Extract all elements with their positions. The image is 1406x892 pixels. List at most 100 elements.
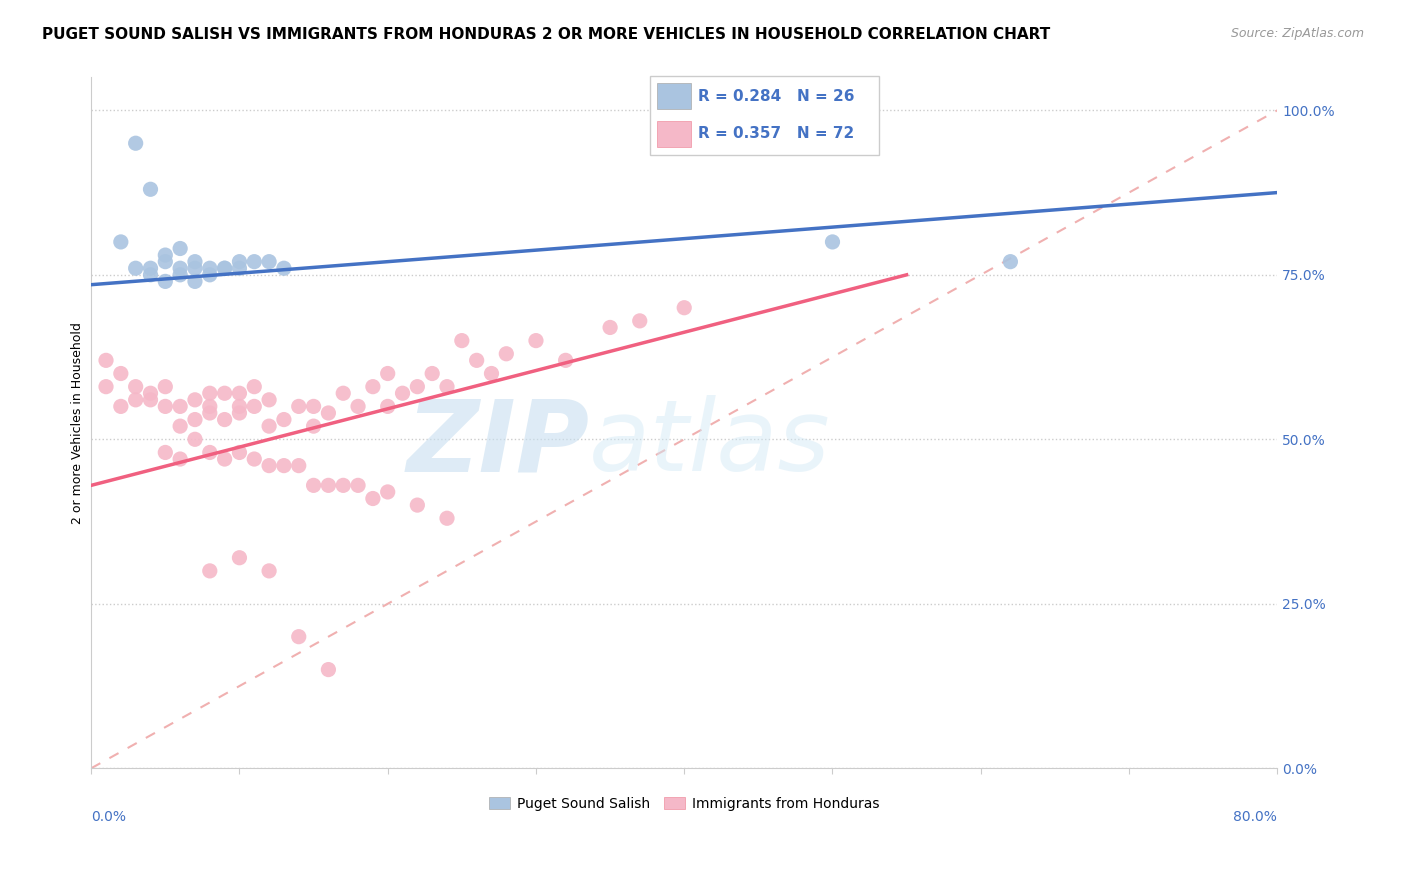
Point	[155, 274, 177, 288]
Point	[406, 498, 429, 512]
Point	[124, 379, 146, 393]
Point	[673, 301, 696, 315]
Point	[198, 268, 221, 282]
Point	[481, 367, 503, 381]
Point	[347, 400, 370, 414]
Point	[155, 445, 177, 459]
Point	[184, 254, 207, 268]
Point	[228, 254, 250, 268]
Point	[228, 445, 250, 459]
Point	[257, 254, 280, 268]
Point	[110, 400, 132, 414]
Point	[302, 400, 325, 414]
Point	[139, 182, 162, 196]
Point	[377, 400, 399, 414]
Point	[169, 268, 191, 282]
Point	[184, 274, 207, 288]
Y-axis label: 2 or more Vehicles in Household: 2 or more Vehicles in Household	[72, 322, 84, 524]
Point	[198, 445, 221, 459]
Point	[406, 379, 429, 393]
Point	[184, 412, 207, 426]
Point	[243, 452, 266, 467]
Point	[169, 261, 191, 276]
Point	[347, 478, 370, 492]
Point	[257, 458, 280, 473]
Point	[214, 452, 236, 467]
Text: 0.0%: 0.0%	[91, 810, 127, 823]
Point	[155, 400, 177, 414]
Point	[287, 630, 309, 644]
Point	[169, 242, 191, 256]
Point	[450, 334, 472, 348]
Point	[287, 400, 309, 414]
Point	[139, 268, 162, 282]
Point	[110, 235, 132, 249]
Point	[377, 367, 399, 381]
Point	[332, 386, 354, 401]
Point	[273, 261, 295, 276]
Text: R = 0.284   N = 26: R = 0.284 N = 26	[697, 89, 855, 103]
Point	[420, 367, 443, 381]
Point	[628, 314, 651, 328]
Point	[155, 248, 177, 262]
Point	[139, 386, 162, 401]
Point	[198, 261, 221, 276]
Point	[1000, 254, 1022, 268]
Point	[110, 367, 132, 381]
Point	[361, 491, 384, 506]
Point	[169, 452, 191, 467]
Point	[302, 419, 325, 434]
Point	[198, 564, 221, 578]
Legend: Puget Sound Salish, Immigrants from Honduras: Puget Sound Salish, Immigrants from Hond…	[484, 791, 884, 816]
Point	[124, 136, 146, 151]
Point	[198, 386, 221, 401]
Point	[361, 379, 384, 393]
Point	[214, 412, 236, 426]
Point	[318, 478, 340, 492]
Point	[155, 254, 177, 268]
Point	[139, 392, 162, 407]
Point	[318, 663, 340, 677]
Point	[318, 406, 340, 420]
Point	[228, 386, 250, 401]
Point	[198, 406, 221, 420]
Point	[198, 400, 221, 414]
Text: ZIP: ZIP	[406, 395, 589, 492]
Text: Source: ZipAtlas.com: Source: ZipAtlas.com	[1230, 27, 1364, 40]
Point	[228, 550, 250, 565]
Point	[273, 412, 295, 426]
Point	[436, 379, 458, 393]
Point	[214, 386, 236, 401]
Point	[257, 564, 280, 578]
Point	[287, 458, 309, 473]
Text: PUGET SOUND SALISH VS IMMIGRANTS FROM HONDURAS 2 OR MORE VEHICLES IN HOUSEHOLD C: PUGET SOUND SALISH VS IMMIGRANTS FROM HO…	[42, 27, 1050, 42]
Point	[124, 261, 146, 276]
Point	[495, 347, 517, 361]
Point	[228, 400, 250, 414]
Point	[169, 400, 191, 414]
Point	[184, 392, 207, 407]
Point	[524, 334, 547, 348]
Point	[465, 353, 488, 368]
Point	[243, 400, 266, 414]
Text: R = 0.357   N = 72: R = 0.357 N = 72	[697, 126, 855, 141]
Text: atlas: atlas	[589, 395, 831, 492]
Point	[214, 261, 236, 276]
Point	[94, 353, 117, 368]
Point	[228, 261, 250, 276]
Point	[243, 254, 266, 268]
Point	[155, 379, 177, 393]
Point	[599, 320, 621, 334]
Point	[169, 419, 191, 434]
Point	[273, 458, 295, 473]
Point	[184, 261, 207, 276]
Point	[554, 353, 576, 368]
Point	[124, 392, 146, 407]
Text: 80.0%: 80.0%	[1233, 810, 1277, 823]
Point	[214, 261, 236, 276]
Point	[257, 392, 280, 407]
Point	[184, 432, 207, 446]
Point	[436, 511, 458, 525]
Point	[302, 478, 325, 492]
Point	[94, 379, 117, 393]
